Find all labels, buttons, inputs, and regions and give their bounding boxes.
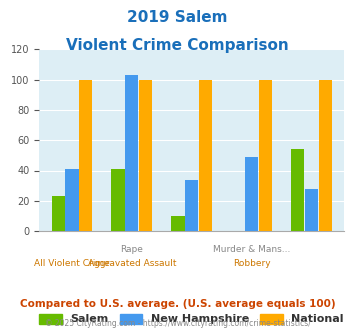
Text: Rape: Rape — [120, 245, 143, 254]
Text: 2019 Salem: 2019 Salem — [127, 10, 228, 25]
Bar — [185, 180, 198, 231]
Bar — [125, 75, 138, 231]
Bar — [51, 196, 65, 231]
Bar — [171, 216, 185, 231]
Legend: Salem, New Hampshire, National: Salem, New Hampshire, National — [35, 309, 348, 329]
Bar — [291, 149, 304, 231]
Bar — [111, 169, 125, 231]
Bar — [259, 80, 272, 231]
Bar — [245, 157, 258, 231]
Bar — [318, 80, 332, 231]
Bar — [79, 80, 92, 231]
Bar — [139, 80, 152, 231]
Bar — [65, 169, 78, 231]
Bar — [199, 80, 212, 231]
Bar — [305, 189, 318, 231]
Text: All Violent Crime: All Violent Crime — [34, 259, 110, 268]
Text: Aggravated Assault: Aggravated Assault — [88, 259, 176, 268]
Text: © 2025 CityRating.com - https://www.cityrating.com/crime-statistics/: © 2025 CityRating.com - https://www.city… — [45, 319, 310, 328]
Text: Compared to U.S. average. (U.S. average equals 100): Compared to U.S. average. (U.S. average … — [20, 299, 335, 309]
Text: Violent Crime Comparison: Violent Crime Comparison — [66, 38, 289, 53]
Text: Murder & Mans...: Murder & Mans... — [213, 245, 290, 254]
Text: Robbery: Robbery — [233, 259, 271, 268]
